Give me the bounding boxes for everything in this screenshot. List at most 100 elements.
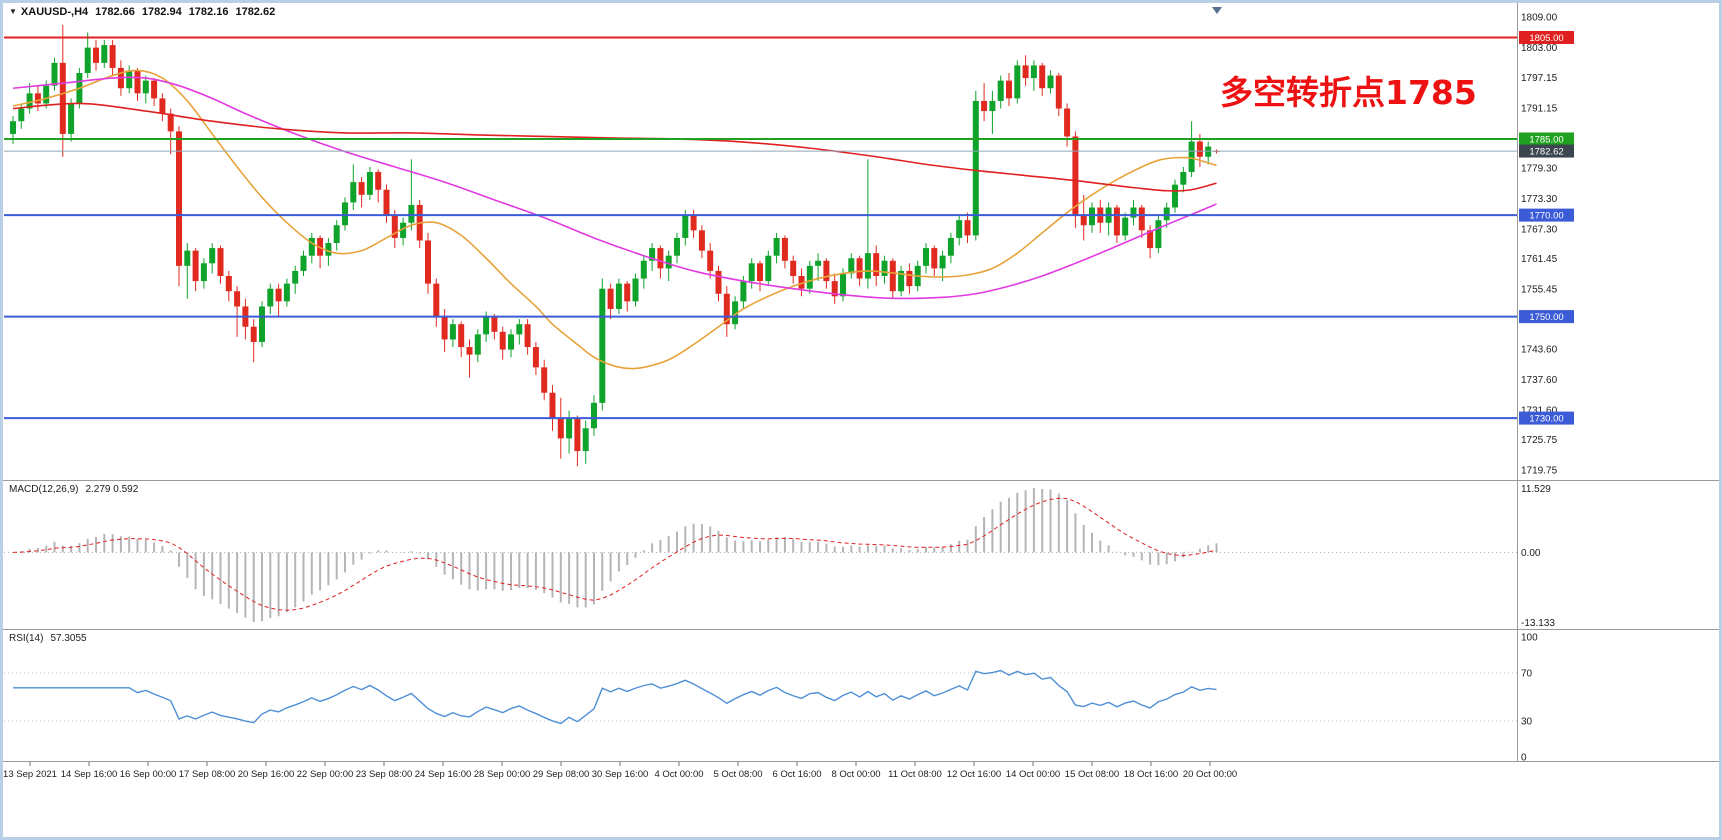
- ohlc-open: 1782.66: [95, 6, 135, 18]
- time-axis-label: 13 Sep 2021: [3, 769, 57, 780]
- macd-panel[interactable]: [4, 481, 1517, 629]
- candle-body: [815, 260, 822, 266]
- chart-annotation[interactable]: 多空转折点1785: [1220, 73, 1477, 112]
- candle-body: [441, 316, 448, 340]
- price-tag: [1519, 411, 1574, 425]
- candle-body: [458, 324, 465, 348]
- candle-body: [748, 263, 755, 282]
- candle-body: [342, 202, 348, 226]
- candle-body: [26, 93, 33, 109]
- candle-body: [972, 100, 979, 236]
- candle-body: [923, 248, 929, 266]
- candle-body: [474, 334, 481, 355]
- candle-body: [209, 248, 216, 264]
- candle-body: [1030, 65, 1037, 79]
- candle-body: [574, 418, 581, 452]
- main-chart-panel[interactable]: [4, 4, 1517, 480]
- candle-body: [259, 306, 265, 342]
- candle-body: [449, 324, 456, 340]
- price-tag: [1519, 132, 1574, 146]
- candle-body: [707, 250, 714, 271]
- candle-body: [325, 243, 332, 256]
- candle-body: [34, 93, 41, 104]
- candle-body: [1122, 217, 1129, 236]
- candle-body: [1138, 207, 1145, 231]
- candle-body: [483, 316, 490, 335]
- time-axis-label: 16 Sep 00:00: [120, 769, 177, 780]
- candle-body: [391, 215, 398, 238]
- candle-body: [640, 260, 647, 279]
- candle-body: [93, 47, 99, 63]
- candle-body: [624, 283, 631, 302]
- candle-body: [541, 367, 548, 393]
- candle-body: [59, 62, 66, 134]
- macd-signal-line: [12, 497, 1217, 611]
- candle-body: [732, 301, 739, 325]
- candle-body: [308, 237, 315, 256]
- candle-body: [1130, 207, 1137, 218]
- candle-body: [10, 121, 16, 134]
- candle-body: [674, 237, 680, 256]
- candle-body: [939, 255, 946, 269]
- candle-body: [740, 281, 747, 302]
- candle-body: [516, 324, 523, 335]
- time-axis-label: 30 Sep 16:00: [592, 769, 649, 780]
- candle-body: [806, 265, 813, 289]
- candle-body: [682, 215, 689, 238]
- candle-body: [1188, 141, 1195, 172]
- time-axis-label: 8 Oct 00:00: [831, 769, 880, 780]
- time-axis-label: 5 Oct 08:00: [713, 769, 762, 780]
- time-axis-label: 4 Oct 00:00: [654, 769, 703, 780]
- candle-body: [400, 222, 407, 238]
- candle-body: [184, 250, 191, 266]
- ohlc-close: 1782.62: [235, 6, 276, 18]
- price-axis-area[interactable]: [1518, 4, 1718, 761]
- time-axis-label: 23 Sep 08:00: [356, 769, 413, 780]
- candle-body: [250, 326, 257, 342]
- candle-body: [840, 273, 846, 297]
- candle-body: [159, 98, 166, 114]
- chart-shift-marker-icon[interactable]: [1212, 7, 1222, 14]
- candle-body: [889, 260, 896, 292]
- price-axis-label: 1737.60: [1521, 375, 1558, 386]
- macd-axis-max-label: 11.529: [1521, 484, 1551, 495]
- price-tag-label: 1730.00: [1529, 414, 1563, 425]
- candle-body: [690, 215, 697, 231]
- price-tag-label: 1785.00: [1529, 134, 1563, 145]
- candle-body: [1089, 207, 1095, 226]
- candle-body: [607, 288, 614, 309]
- candle-body: [383, 189, 390, 216]
- candle-body: [757, 263, 763, 282]
- rsi-axis-label: 100: [1521, 633, 1538, 644]
- candle-body: [375, 171, 382, 190]
- candle-body: [425, 240, 431, 284]
- price-tag-label: 1805.00: [1529, 33, 1563, 44]
- candle-body: [773, 237, 780, 256]
- candle-body: [615, 283, 622, 309]
- collapse-triangle-icon[interactable]: ▼: [9, 7, 17, 16]
- time-axis-label: 20 Sep 16:00: [238, 769, 295, 780]
- candle-body: [366, 171, 373, 195]
- candle-body: [358, 182, 365, 195]
- candle-body: [300, 255, 307, 271]
- candle-body: [292, 270, 299, 284]
- candle-body: [906, 270, 913, 287]
- candle-body: [864, 253, 871, 279]
- candle-body: [101, 45, 108, 63]
- price-axis-label: 1797.15: [1521, 73, 1558, 84]
- time-axis-area[interactable]: [4, 762, 1517, 790]
- candle-body: [956, 220, 963, 238]
- time-axis-label: 29 Sep 08:00: [533, 769, 590, 780]
- candle-body: [1055, 75, 1062, 109]
- candle-body: [142, 80, 149, 94]
- candle-body: [657, 248, 664, 269]
- current-price-tag-label: 1782.62: [1529, 147, 1563, 158]
- price-axis-label: 1743.60: [1521, 345, 1558, 356]
- price-axis-label: 1809.00: [1521, 13, 1558, 24]
- candle-body: [1155, 220, 1162, 249]
- candle-body: [566, 418, 573, 439]
- rsi-name: RSI(14): [9, 633, 44, 644]
- price-axis-label: 1755.45: [1521, 284, 1558, 295]
